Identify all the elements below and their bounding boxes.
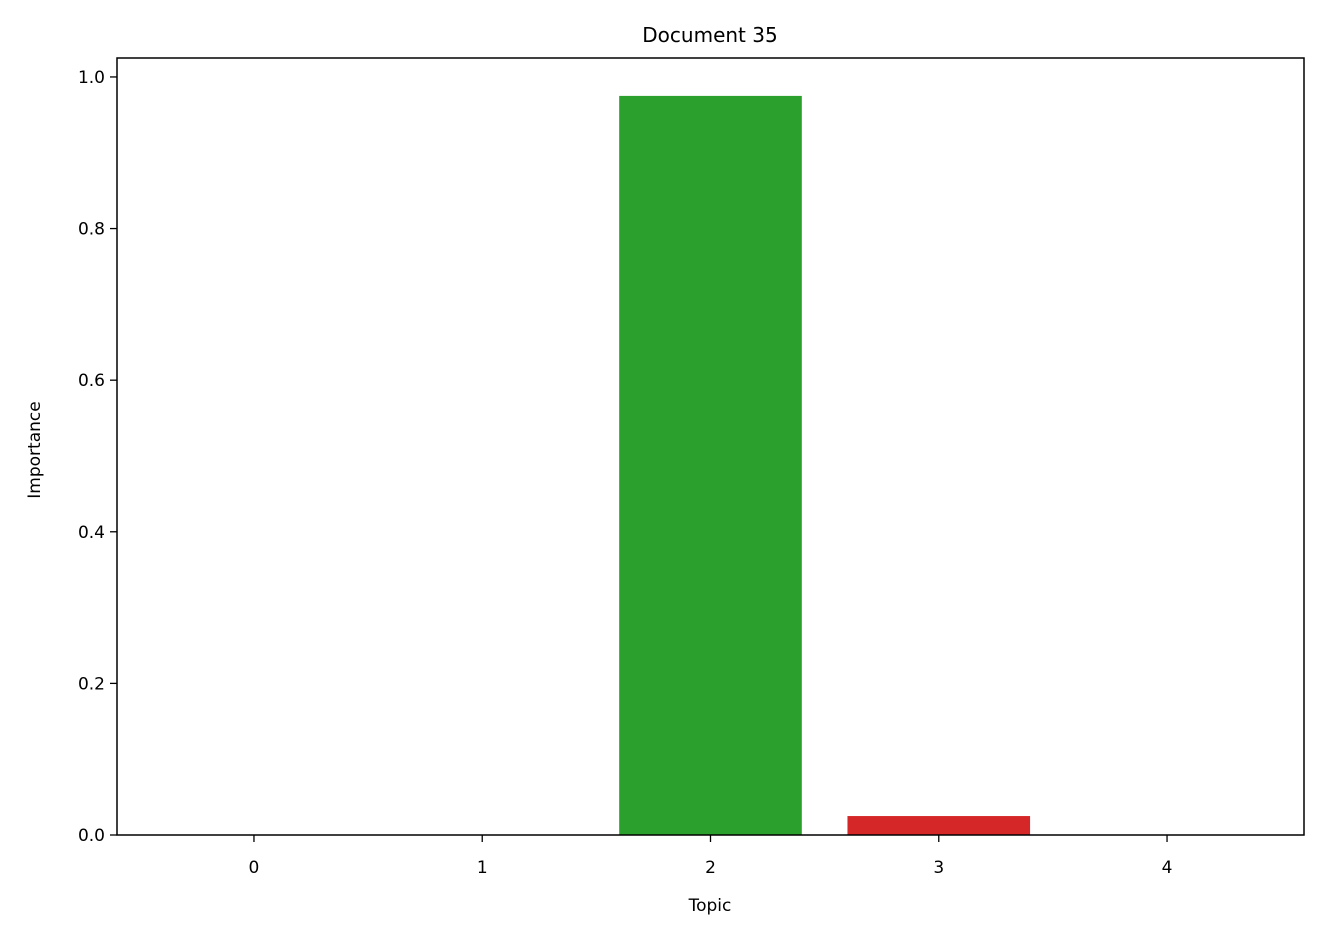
x-tick-label: 4 bbox=[1162, 858, 1173, 878]
y-tick-label: 0.2 bbox=[78, 674, 105, 694]
x-axis-label: Topic bbox=[688, 896, 732, 916]
y-tick-label: 0.0 bbox=[78, 826, 105, 846]
y-axis: 0.0 0.2 0.4 0.6 0.8 1.0 bbox=[78, 68, 117, 846]
plot-area bbox=[116, 57, 1305, 836]
x-tick-label: 2 bbox=[705, 858, 716, 878]
y-tick-label: 1.0 bbox=[78, 68, 105, 88]
bars-group bbox=[619, 95, 1031, 835]
y-tick-label: 0.8 bbox=[78, 220, 105, 240]
x-tick-label: 1 bbox=[477, 858, 488, 878]
y-tick-label: 0.6 bbox=[78, 371, 105, 391]
y-tick-label: 0.4 bbox=[78, 523, 105, 543]
bar-topic-2 bbox=[619, 95, 802, 835]
x-tick-label: 3 bbox=[933, 858, 944, 878]
chart-title: Document 35 bbox=[642, 23, 777, 47]
x-tick-label: 0 bbox=[249, 858, 260, 878]
bar-topic-3 bbox=[847, 816, 1031, 835]
y-axis-label: Importance bbox=[25, 401, 45, 498]
x-axis: 0 1 2 3 4 bbox=[249, 835, 1173, 878]
